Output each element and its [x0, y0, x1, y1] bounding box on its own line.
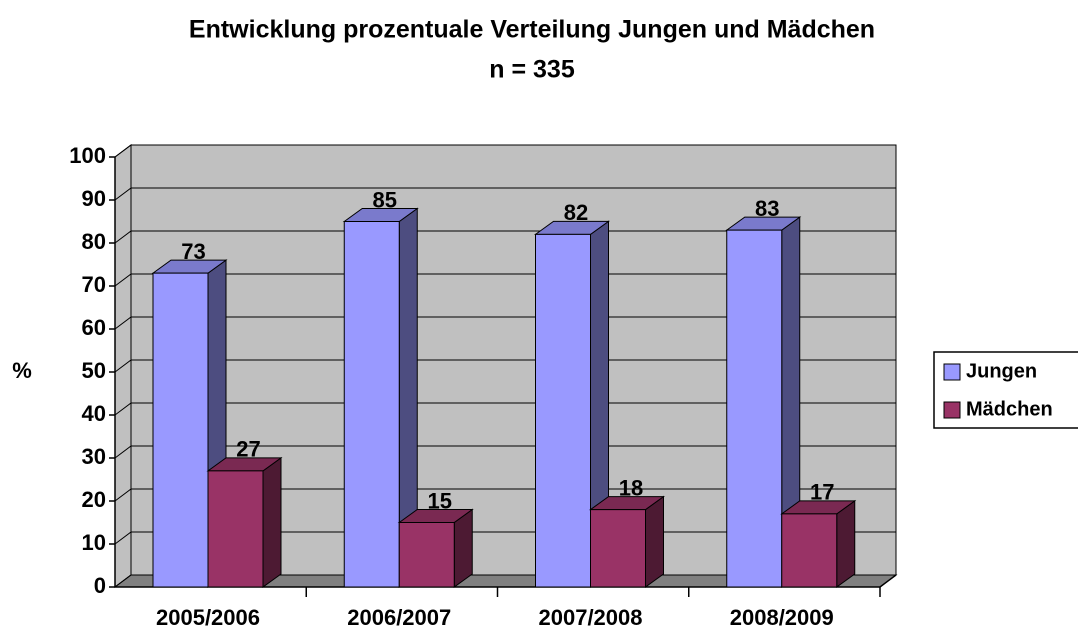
y-tick-label: 70: [82, 272, 106, 297]
x-tick-label: 2008/2009: [730, 605, 834, 630]
grid-line: [114, 445, 896, 459]
legend-label: Mädchen: [966, 398, 1053, 420]
y-axis-label: %: [12, 358, 32, 383]
legend-label: Jungen: [966, 360, 1037, 382]
bar-side: [645, 495, 664, 588]
bar-front: [152, 272, 209, 588]
y-tick-label: 0: [94, 573, 106, 598]
bar: [780, 499, 857, 588]
bar-side: [836, 499, 856, 588]
value-label: 18: [619, 475, 643, 500]
x-tick-label: 2005/2006: [156, 605, 260, 630]
bar: [206, 456, 283, 588]
y-tick-label: 30: [82, 444, 106, 469]
value-label: 73: [181, 239, 205, 264]
value-label: 17: [810, 480, 834, 505]
bar-front: [535, 233, 591, 588]
bar: [397, 508, 474, 588]
bar-front: [726, 229, 783, 588]
chart-title: Entwicklung prozentuale Verteilung Junge…: [189, 16, 875, 44]
y-tick-label: 40: [82, 401, 106, 426]
legend-swatch: [943, 363, 961, 381]
x-tick-label: 2007/2008: [539, 605, 643, 630]
grid-line: [114, 359, 896, 373]
y-tick-label: 100: [69, 143, 106, 168]
bar: [725, 216, 802, 588]
bar: [533, 220, 611, 588]
bar-front: [343, 221, 400, 588]
x-tick-label: 2006/2007: [347, 605, 451, 630]
y-tick-label: 60: [82, 315, 106, 340]
bar-front: [590, 509, 646, 588]
grid-line: [114, 488, 896, 502]
value-label: 15: [428, 488, 452, 513]
value-label: 85: [373, 187, 397, 212]
y-tick-label: 90: [82, 186, 106, 211]
legend-swatch: [943, 401, 961, 419]
bar-front: [398, 522, 455, 588]
value-label: 83: [755, 196, 779, 221]
value-label: 27: [236, 437, 260, 462]
grid-line: [114, 316, 896, 330]
bar: [342, 207, 419, 588]
grid-line: [114, 144, 896, 158]
chart-subtitle: n = 335: [489, 56, 575, 84]
bar-side: [262, 456, 282, 588]
y-tick-label: 20: [82, 487, 106, 512]
y-tick-label: 50: [82, 358, 106, 383]
bar: [588, 495, 666, 588]
grid-line: [114, 402, 896, 416]
grid-line: [114, 230, 896, 244]
grid-line: [114, 187, 896, 201]
value-label: 82: [564, 200, 588, 225]
bar-front: [781, 513, 838, 588]
y-tick-label: 10: [82, 530, 106, 555]
grid-line: [114, 273, 896, 287]
y-tick-label: 80: [82, 229, 106, 254]
bar-front: [207, 470, 264, 588]
